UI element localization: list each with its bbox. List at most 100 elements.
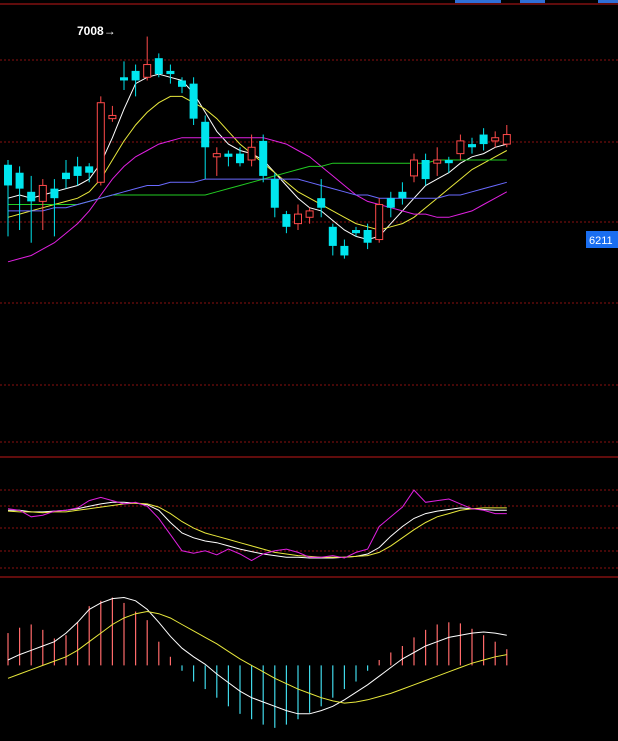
candle-body	[201, 121, 210, 148]
candle-body	[340, 245, 349, 256]
candle-body	[352, 230, 360, 234]
candle-body	[294, 213, 302, 225]
candle-body	[456, 140, 465, 155]
top-tab-middle[interactable]	[520, 0, 545, 3]
kdj-line-yellow	[7, 502, 507, 558]
candle-body	[328, 226, 337, 246]
moving-average-yellow	[7, 95, 508, 231]
candle	[317, 179, 326, 218]
candle-body	[96, 102, 105, 183]
macd-panel	[7, 596, 508, 728]
candle	[166, 64, 175, 84]
candle-body	[410, 159, 418, 177]
candle	[131, 64, 140, 97]
kdj-line-white	[8, 501, 507, 559]
candle	[282, 210, 291, 234]
candle-body	[282, 214, 291, 227]
candle-body	[212, 153, 221, 158]
candle-body	[491, 137, 500, 142]
candle	[62, 160, 70, 189]
candle-body	[27, 191, 36, 202]
top-tab-left[interactable]	[455, 0, 501, 3]
candle	[247, 134, 256, 167]
candle-body	[247, 146, 256, 161]
candle	[294, 204, 302, 230]
candle	[224, 150, 233, 167]
candle	[410, 153, 418, 183]
candle-body	[502, 134, 511, 145]
candle	[236, 147, 244, 167]
grid-lines	[0, 3, 618, 578]
kdj-panel	[7, 489, 507, 562]
candle	[120, 61, 128, 90]
candle	[270, 172, 279, 218]
candle-body	[375, 204, 384, 241]
candle-body	[398, 191, 407, 199]
candle	[189, 77, 198, 125]
candle	[96, 96, 105, 186]
candle	[456, 134, 465, 160]
price-tag-label: 6211	[589, 235, 613, 247]
candle-body	[468, 144, 476, 148]
candle	[201, 115, 210, 180]
moving-average-white	[7, 73, 507, 241]
candle	[108, 105, 117, 122]
candle	[479, 128, 488, 151]
candle-body	[189, 83, 198, 119]
candle	[340, 239, 349, 259]
candle-body	[317, 198, 326, 208]
candle-body	[270, 179, 279, 208]
candle	[502, 125, 511, 148]
candle-body	[259, 140, 268, 176]
candle	[15, 166, 24, 230]
candle-body	[108, 114, 117, 120]
candle	[305, 207, 314, 224]
top-tab-right[interactable]	[598, 0, 618, 3]
candle	[375, 198, 384, 243]
candle	[178, 77, 186, 94]
candle-body	[386, 198, 395, 208]
candle	[154, 53, 163, 78]
candle	[259, 134, 268, 183]
candle	[386, 191, 395, 218]
candle	[4, 160, 12, 237]
candle-body	[62, 172, 70, 180]
candle	[468, 137, 476, 154]
candle-body	[433, 159, 442, 164]
candle-body	[224, 153, 233, 157]
candle	[398, 182, 407, 205]
candle	[433, 147, 442, 176]
candle-body	[73, 166, 82, 176]
candle-body	[131, 70, 140, 81]
candle	[27, 175, 36, 243]
candle-body	[4, 164, 12, 186]
candle-body	[421, 160, 430, 180]
candle-body	[50, 188, 59, 199]
candle-body	[85, 166, 94, 173]
price-panel	[4, 36, 511, 263]
candle	[50, 179, 59, 237]
candle-body	[363, 230, 372, 243]
candle	[38, 179, 47, 230]
candle-body	[178, 80, 186, 87]
candle	[421, 153, 430, 186]
candle-body	[38, 184, 47, 202]
candle	[73, 156, 82, 186]
candle-body	[15, 172, 24, 189]
moving-average-magenta	[7, 137, 508, 263]
candle-body	[444, 160, 453, 164]
candle-body	[236, 153, 244, 164]
candle-body	[479, 134, 488, 145]
moving-average-blue	[8, 178, 507, 212]
candle	[444, 156, 453, 173]
candle	[85, 163, 94, 183]
candle-body	[166, 70, 175, 75]
candle-body	[143, 64, 152, 78]
high-price-annotation: 7008→	[77, 24, 116, 38]
candle	[363, 223, 372, 250]
candle-body	[154, 58, 163, 75]
candle-body	[305, 210, 314, 218]
candle	[212, 147, 221, 176]
kdj-line-magenta	[7, 489, 507, 562]
